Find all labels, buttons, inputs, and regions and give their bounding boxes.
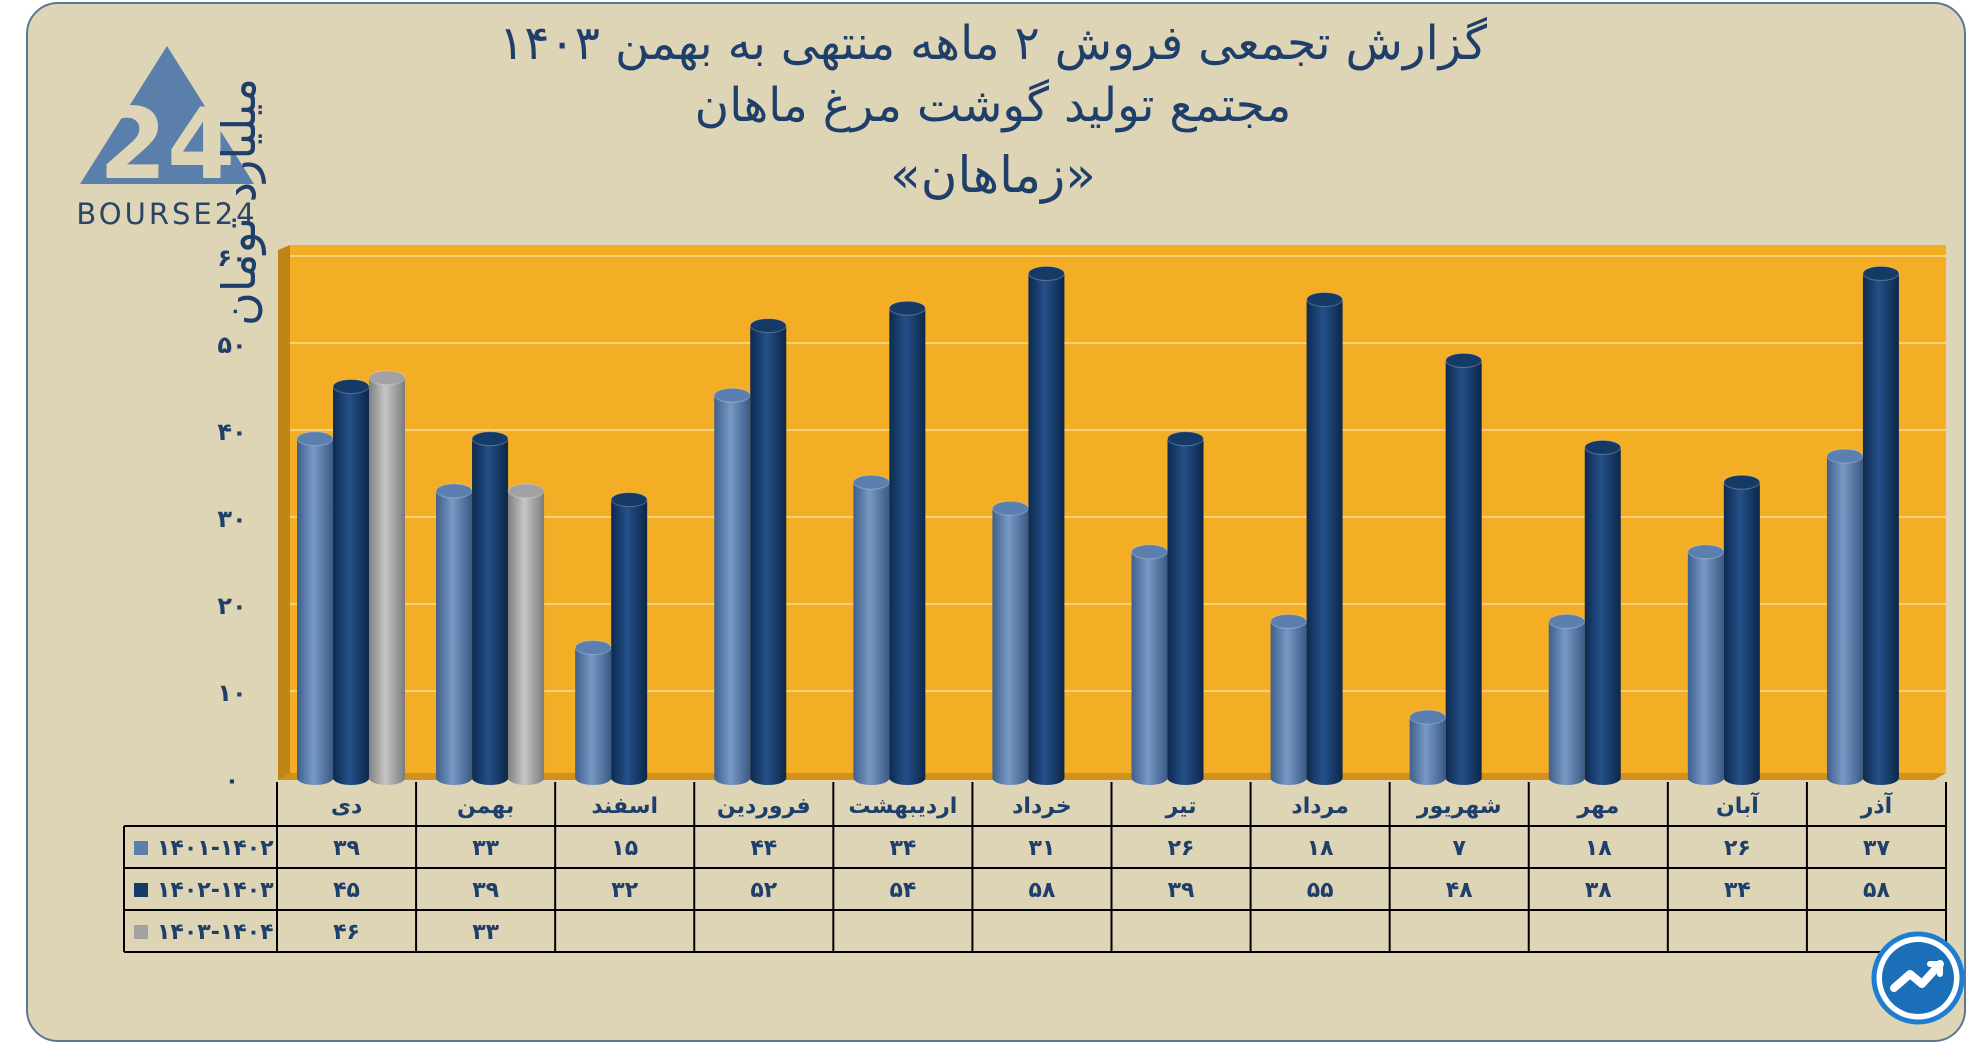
y-tick-label: ۰ [225,766,240,794]
x-tick-label: مهر [1576,794,1619,819]
y-axis-label: میلیارد تومان [212,78,266,326]
data-label: ۳۲ [611,878,638,903]
svg-text:BOURSE24: BOURSE24 [76,197,257,231]
bar-1 [713,387,751,785]
data-label: ۱۸ [1307,836,1334,861]
bar-2 [1306,292,1344,785]
bar-1 [574,640,612,785]
legend-label: ۱۴۰۲-۱۴۰۳ [157,878,274,903]
bar-2 [1862,265,1900,785]
data-label: ۲۶ [1724,836,1751,861]
y-tick-label: ۴۰ [217,418,246,446]
bourse24-logo: 24 BOURSE24 [76,46,257,231]
data-label: ۳۴ [1724,878,1751,903]
bar-2 [1723,474,1761,785]
bar-3 [368,370,406,785]
data-label: ۴۶ [333,920,360,945]
data-label: ۵۵ [1307,878,1334,903]
bar-2 [1445,352,1483,785]
chart-subtitle: مجتمع تولید گوشت مرغ ماهان [694,78,1292,133]
x-tick-label: آبان [1716,791,1759,819]
data-label: ۳۴ [889,836,916,861]
x-tick-label: اسفند [591,794,658,819]
data-label: ۳۹ [472,878,499,903]
x-tick-label: خرداد [1012,794,1072,819]
data-label: ۵۸ [1029,878,1056,903]
data-label: ۳۳ [472,920,499,945]
chart-title: گزارش تجمعی فروش ۲ ماهه منتهی به بهمن ۱۴… [499,16,1487,71]
data-label: ۳۱ [1029,836,1056,861]
plot-side-wall [278,245,290,780]
data-label: ۳۹ [1168,878,1195,903]
chart-icon-logo [1871,931,1965,1025]
data-label: ۵۴ [889,878,916,903]
bar-2 [1584,439,1622,785]
x-tick-label: اردیبهشت [848,794,957,819]
bar-1 [435,483,473,785]
bar-1 [1548,613,1586,785]
x-tick-label: تیر [1165,794,1197,819]
data-label: ۴۸ [1446,878,1473,903]
data-label: ۳۷ [1863,836,1890,861]
bar-1 [852,474,890,785]
legend-swatch [134,841,148,855]
y-tick-label: ۶۰ [217,244,246,272]
bar-1 [296,431,334,785]
plot-floor [278,773,1946,780]
data-label: ۲۶ [1168,836,1195,861]
plot-area [290,245,1946,773]
y-tick-label: ۱۰ [217,679,246,707]
data-label: ۳۸ [1585,878,1612,903]
x-tick-label: بهمن [457,794,514,819]
data-label: ۱۵ [611,836,638,861]
bar-1 [1826,448,1864,785]
data-label: ۳۳ [472,836,499,861]
data-label: ۷ [1452,836,1466,861]
bar-1 [1687,544,1725,785]
bar-2 [1167,431,1204,785]
x-tick-label: شهریور [1416,794,1502,819]
legend-swatch [134,925,148,939]
bar-2 [749,318,787,785]
svg-text:24: 24 [99,88,235,202]
y-tick-label: ۳۰ [217,505,246,533]
y-tick-label: ۲۰ [217,592,246,620]
data-label: ۴۵ [333,878,360,903]
bar-1 [1131,544,1168,785]
data-label: ۱۸ [1585,836,1612,861]
legend-label: ۱۴۰۳-۱۴۰۴ [157,920,274,945]
bar-2 [471,431,509,785]
x-tick-label: فروردین [717,794,811,819]
bar-3 [507,483,545,785]
bar-2 [1027,265,1065,785]
data-label: ۴۴ [750,836,777,861]
data-label: ۵۸ [1863,878,1890,903]
legend-swatch [134,883,148,897]
bar-1 [991,500,1029,785]
x-tick-label: آذر [1860,791,1893,819]
bar-1 [1270,613,1308,785]
bar-2 [888,300,926,785]
y-tick-label: ۵۰ [217,331,246,359]
legend-label: ۱۴۰۱-۱۴۰۲ [157,836,274,861]
data-label: ۵۲ [750,878,777,903]
bar-1 [1409,709,1447,785]
x-tick-label: مرداد [1291,794,1348,819]
data-label: ۳۹ [333,836,360,861]
bar-2 [610,492,648,785]
company-symbol: «زماهان» [890,146,1096,204]
x-tick-label: دی [331,794,362,819]
bar-2 [332,379,370,785]
